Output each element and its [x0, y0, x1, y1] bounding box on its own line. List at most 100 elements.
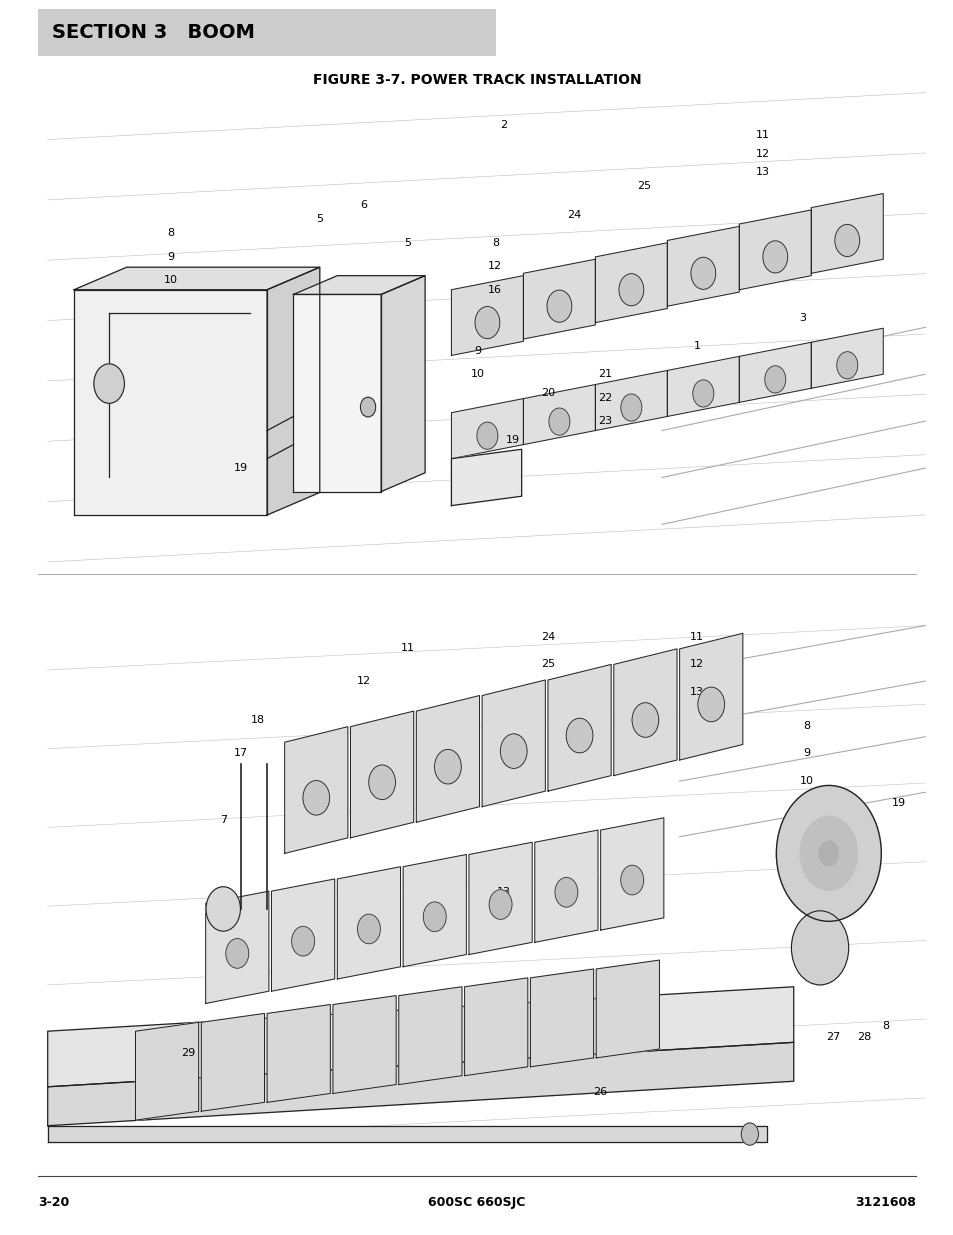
Polygon shape: [333, 995, 395, 1093]
Text: FIGURE 3-7. POWER TRACK INSTALLATION: FIGURE 3-7. POWER TRACK INSTALLATION: [313, 73, 640, 88]
Text: 13: 13: [755, 168, 769, 178]
Polygon shape: [667, 226, 739, 306]
Text: 26: 26: [593, 1087, 607, 1098]
Text: 10: 10: [163, 275, 177, 285]
Polygon shape: [530, 969, 593, 1067]
Text: 24: 24: [540, 631, 555, 642]
Text: 12: 12: [689, 659, 703, 669]
Circle shape: [475, 306, 499, 338]
Text: 25: 25: [637, 182, 651, 191]
Polygon shape: [135, 1023, 198, 1120]
Polygon shape: [201, 1014, 264, 1112]
Circle shape: [206, 887, 240, 931]
Polygon shape: [267, 267, 319, 515]
Circle shape: [423, 902, 446, 931]
Polygon shape: [596, 960, 659, 1058]
Text: 18: 18: [251, 715, 265, 725]
Text: 19: 19: [891, 798, 905, 809]
Text: 12: 12: [356, 676, 371, 687]
Polygon shape: [595, 370, 667, 431]
Polygon shape: [451, 450, 521, 505]
Polygon shape: [464, 978, 527, 1076]
Text: 6: 6: [360, 200, 367, 210]
Polygon shape: [679, 634, 742, 760]
Polygon shape: [284, 726, 348, 853]
Circle shape: [357, 914, 380, 944]
Polygon shape: [337, 867, 400, 979]
Text: 3121608: 3121608: [854, 1197, 915, 1209]
Circle shape: [555, 877, 578, 908]
Text: 11: 11: [689, 631, 703, 642]
Text: 5: 5: [316, 215, 323, 225]
Circle shape: [819, 841, 838, 866]
Polygon shape: [451, 275, 523, 356]
Circle shape: [476, 422, 497, 450]
Circle shape: [500, 734, 527, 768]
Text: 3: 3: [799, 312, 805, 322]
Circle shape: [566, 719, 593, 753]
Polygon shape: [523, 384, 595, 445]
Polygon shape: [48, 987, 793, 1087]
Text: 29: 29: [181, 1049, 195, 1058]
Polygon shape: [469, 842, 532, 955]
Text: 9: 9: [474, 346, 481, 356]
Text: 8: 8: [167, 228, 174, 238]
Text: SECTION 3   BOOM: SECTION 3 BOOM: [52, 22, 255, 42]
Polygon shape: [535, 830, 598, 942]
Circle shape: [303, 781, 330, 815]
Polygon shape: [810, 329, 882, 388]
Circle shape: [548, 408, 569, 435]
Circle shape: [618, 274, 643, 306]
Polygon shape: [294, 275, 425, 294]
Circle shape: [546, 290, 571, 322]
Polygon shape: [595, 243, 667, 322]
Text: 28: 28: [856, 1031, 870, 1042]
Circle shape: [698, 687, 724, 721]
Text: 20: 20: [540, 388, 555, 398]
Polygon shape: [403, 855, 466, 967]
Circle shape: [632, 703, 659, 737]
Text: 17: 17: [233, 748, 248, 758]
Circle shape: [740, 1123, 758, 1145]
Text: 27: 27: [825, 1031, 840, 1042]
Circle shape: [620, 394, 641, 421]
Polygon shape: [74, 267, 319, 290]
Circle shape: [360, 398, 375, 417]
Circle shape: [620, 866, 643, 895]
Text: 9: 9: [802, 748, 810, 758]
Polygon shape: [481, 680, 545, 806]
Polygon shape: [739, 210, 810, 290]
Circle shape: [690, 257, 715, 289]
Text: 19: 19: [505, 435, 519, 445]
Text: 600SC 660SJC: 600SC 660SJC: [428, 1197, 525, 1209]
Circle shape: [836, 352, 857, 379]
Circle shape: [226, 939, 249, 968]
Text: 12: 12: [488, 262, 502, 272]
Text: 3-20: 3-20: [38, 1197, 70, 1209]
Polygon shape: [398, 987, 461, 1084]
Polygon shape: [810, 194, 882, 273]
Text: 2: 2: [500, 121, 507, 131]
Text: 12: 12: [755, 148, 769, 158]
Polygon shape: [416, 695, 479, 823]
Text: 16: 16: [488, 285, 502, 295]
Circle shape: [791, 911, 848, 986]
Polygon shape: [451, 399, 523, 458]
FancyBboxPatch shape: [38, 9, 496, 56]
Text: 8: 8: [474, 322, 481, 332]
Polygon shape: [523, 259, 595, 338]
Circle shape: [776, 785, 881, 921]
Polygon shape: [206, 892, 269, 1003]
Text: 10: 10: [470, 369, 484, 379]
Circle shape: [692, 380, 713, 408]
Text: 10: 10: [799, 776, 813, 787]
Circle shape: [435, 750, 461, 784]
Circle shape: [764, 366, 785, 393]
Circle shape: [292, 926, 314, 956]
Text: 9: 9: [167, 252, 174, 262]
Text: 5: 5: [404, 238, 411, 248]
Polygon shape: [600, 818, 663, 930]
Polygon shape: [547, 664, 611, 792]
Text: 19: 19: [233, 463, 248, 473]
Polygon shape: [267, 1004, 330, 1103]
